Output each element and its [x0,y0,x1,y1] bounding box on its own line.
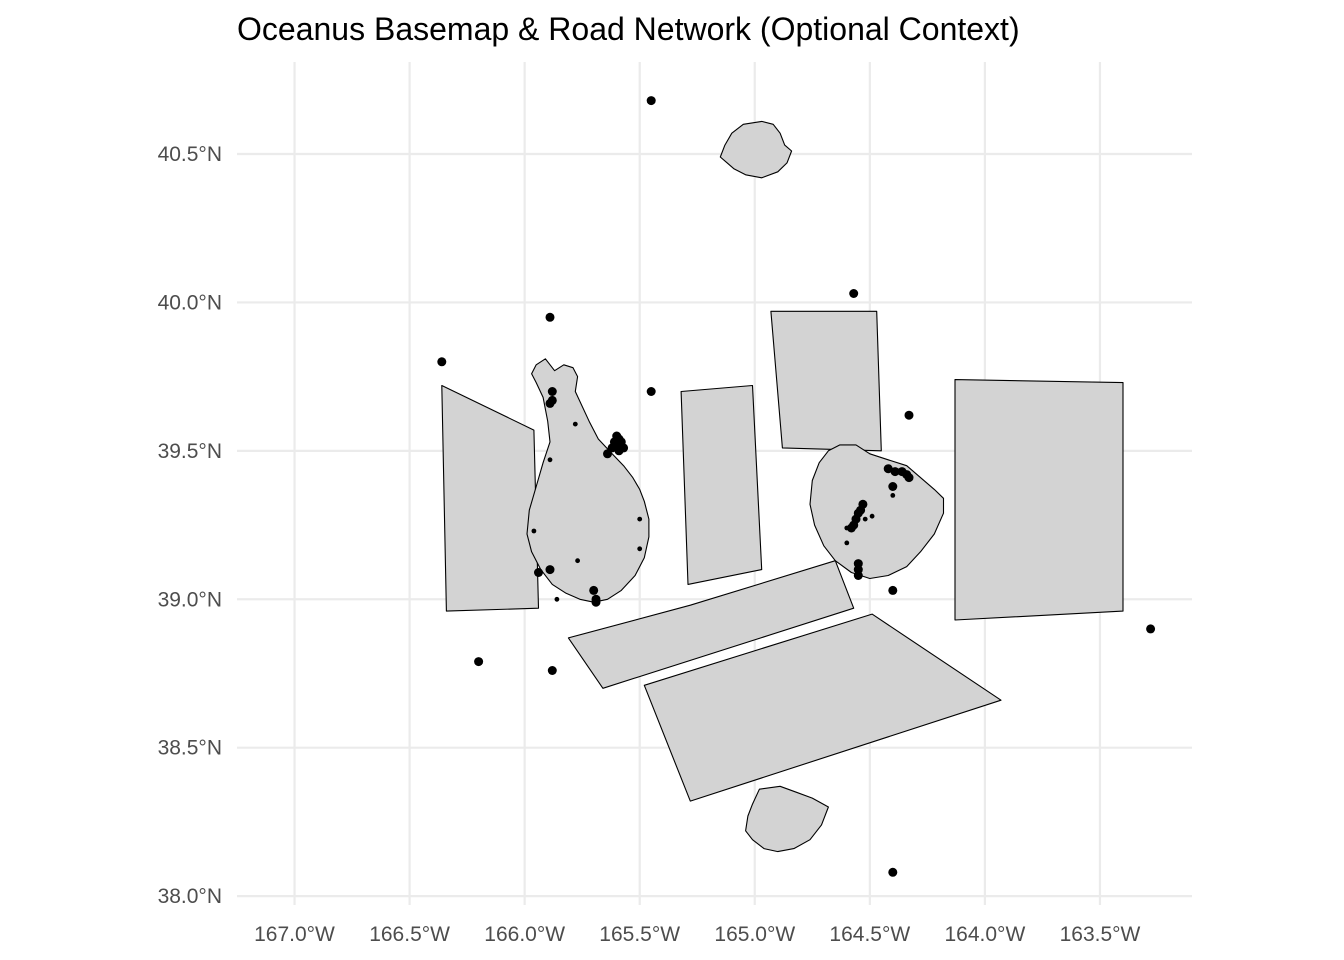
poi-point-54 [888,867,898,877]
poi-point-4 [547,387,557,396]
y-tick-label: 39.5°N [158,440,222,463]
polygon-eastern-block [954,379,1124,621]
poi-point-20 [883,464,893,474]
x-tick-label: 164.5°W [829,923,910,946]
x-tick-label: 165.0°W [714,923,795,946]
poi-point-0 [646,96,656,106]
y-tick-label: 38.5°N [158,737,222,760]
y-tick-label: 38.0°N [158,885,222,908]
poi-points [437,96,1156,877]
poi-point-53 [547,666,557,675]
poi-point-50 [888,585,898,595]
poi-point-39 [637,546,643,552]
poi-point-21 [890,467,900,477]
polygon-northern-island [719,120,793,179]
poi-point-3 [437,357,447,367]
poi-point-26 [890,493,896,498]
y-tick-label: 39.0°N [158,588,222,611]
polygon-southern-island [745,785,829,853]
polygon-main-island [526,358,650,603]
poi-point-7 [545,398,555,408]
poi-point-52 [474,657,484,667]
poi-point-46 [589,585,599,595]
poi-point-37 [637,516,643,522]
x-tick-label: 165.5°W [599,923,680,946]
poi-point-35 [862,516,868,522]
y-tick-label: 40.5°N [158,143,222,166]
poi-point-49 [554,596,560,602]
polygon-southern-block [643,613,1002,802]
poi-point-5 [646,387,656,396]
polygon-eastern-island [809,444,945,580]
poi-point-32 [846,523,856,533]
poi-point-19 [547,457,553,463]
poi-point-18 [603,449,612,459]
x-tick-label: 167.0°W [254,923,335,946]
poi-point-48 [591,597,601,607]
polygon-north-center-block [770,310,882,452]
poi-point-33 [844,525,850,531]
poi-point-34 [869,513,875,519]
polygon-western-block [441,384,540,612]
poi-point-17 [614,446,624,456]
poi-point-43 [853,571,863,580]
x-tick-label: 166.5°W [369,923,450,946]
poi-point-51 [1146,624,1156,634]
x-tick-label: 163.5°W [1060,923,1141,946]
poi-point-24 [904,473,914,483]
poi-point-38 [531,528,537,534]
polygon-central-block [680,384,763,585]
poi-point-8 [904,410,914,420]
x-tick-label: 164.0°W [945,923,1026,946]
land-polygons [441,120,1124,853]
poi-point-1 [849,289,859,298]
poi-point-45 [545,565,555,575]
poi-point-9 [572,421,578,427]
plot-title: Oceanus Basemap & Road Network (Optional… [237,11,1020,47]
x-tick-label: 166.0°W [484,923,565,946]
poi-point-2 [545,312,555,322]
axis-tick-labels: 167.0°W 166.5°W 166.0°W 165.5°W 165.0°W 164.5… [158,143,1141,946]
poi-point-25 [888,482,898,491]
poi-point-40 [575,558,580,564]
poi-point-44 [534,568,543,577]
poi-point-36 [844,540,850,546]
y-tick-label: 40.0°N [158,291,222,314]
polygon-middle-strip [567,560,855,689]
